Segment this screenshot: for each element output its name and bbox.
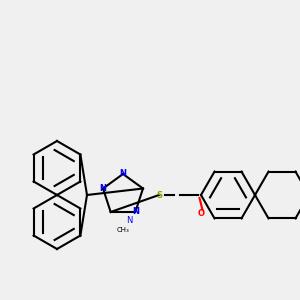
Text: O: O — [197, 208, 205, 217]
Text: CH₃: CH₃ — [117, 227, 130, 233]
Text: N: N — [100, 184, 106, 193]
Text: N: N — [119, 169, 127, 178]
Text: N: N — [126, 217, 133, 226]
Text: S: S — [156, 190, 162, 200]
Text: N: N — [132, 208, 139, 217]
